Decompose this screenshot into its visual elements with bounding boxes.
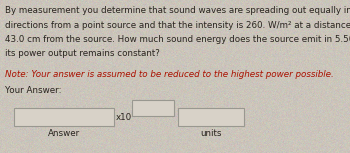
Text: x10: x10 xyxy=(116,112,132,121)
Text: By measurement you determine that sound waves are spreading out equally in all: By measurement you determine that sound … xyxy=(5,6,350,15)
Text: units: units xyxy=(200,129,222,138)
Text: its power output remains constant?: its power output remains constant? xyxy=(5,50,160,58)
Bar xyxy=(178,108,244,126)
Text: Note: Your answer is assumed to be reduced to the highest power possible.: Note: Your answer is assumed to be reduc… xyxy=(5,70,334,79)
Text: Answer: Answer xyxy=(48,129,80,138)
Text: 43.0 cm from the source. How much sound energy does the source emit in 5.50 ms i: 43.0 cm from the source. How much sound … xyxy=(5,35,350,44)
Bar xyxy=(14,108,114,126)
Text: Your Answer:: Your Answer: xyxy=(5,86,62,95)
Text: directions from a point source and that the intensity is 260. W/m² at a distance: directions from a point source and that … xyxy=(5,21,350,30)
Bar xyxy=(132,100,174,116)
